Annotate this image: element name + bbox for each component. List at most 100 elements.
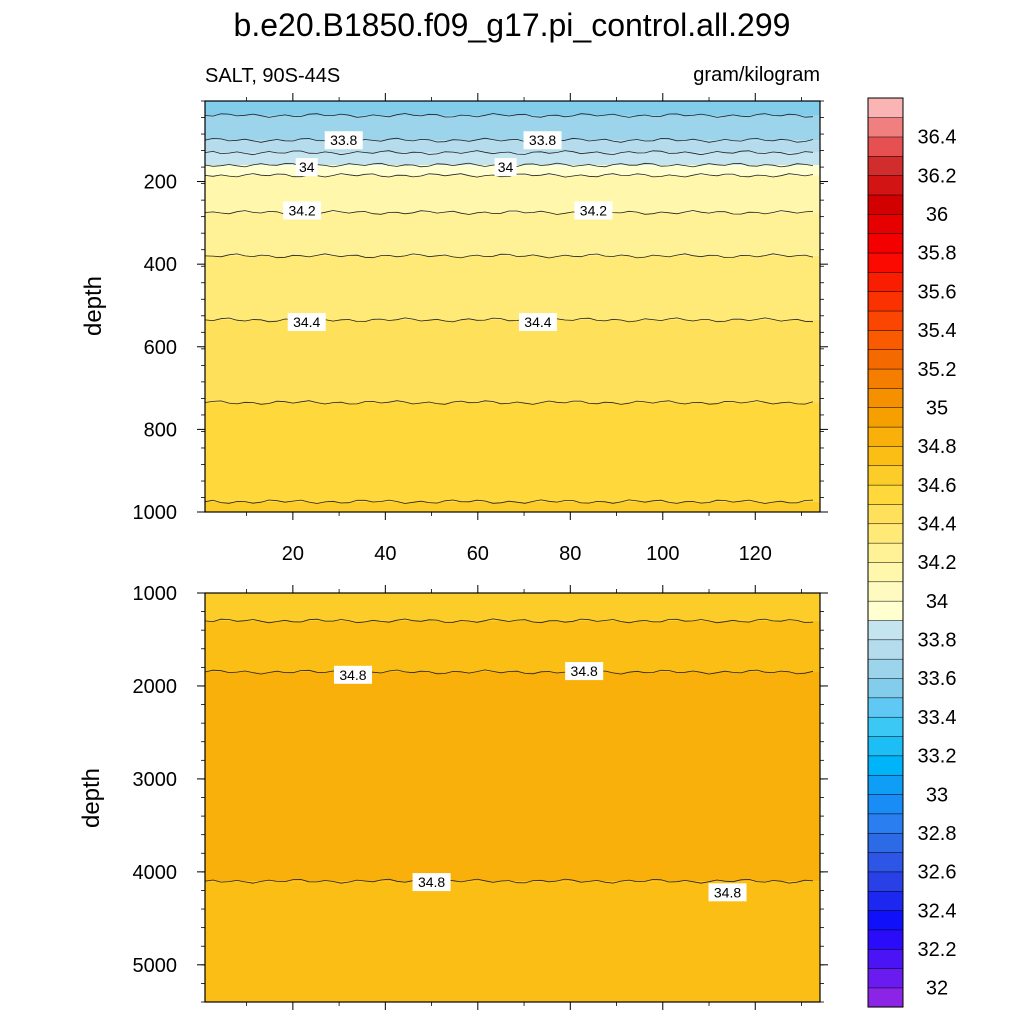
contour-label-bg <box>708 883 747 902</box>
colorbar-swatch <box>867 291 904 312</box>
colorbar-swatch <box>867 175 904 196</box>
colorbar-swatch <box>867 910 904 931</box>
contour-label-bg <box>565 662 604 681</box>
y-tick-label: 5000 <box>133 955 178 977</box>
contour-line <box>204 113 814 118</box>
colorbar-swatch <box>867 97 904 118</box>
colorbar-swatch <box>867 852 904 873</box>
y-tick-label: 3000 <box>133 769 178 791</box>
colorbar-label: 36.4 <box>918 127 957 149</box>
contour-line <box>204 499 814 504</box>
colorbar-swatch <box>867 484 904 505</box>
contour-label-bg <box>523 131 562 150</box>
colorbar-label: 35.2 <box>918 359 957 381</box>
colorbar-label: 36 <box>926 204 948 226</box>
salinity-band <box>205 115 820 141</box>
y-tick-label: 2000 <box>133 676 178 698</box>
colorbar-swatch <box>867 987 904 1008</box>
contour-line <box>204 669 814 675</box>
y-tick-label: 200 <box>144 172 177 194</box>
plot-frame <box>204 100 821 513</box>
salinity-band <box>205 402 820 502</box>
x-tick-label: 40 <box>374 543 396 565</box>
contour-label-bg <box>333 665 372 684</box>
colorbar-label: 35 <box>926 397 948 419</box>
colorbar-swatch <box>867 136 904 157</box>
colorbar-swatch <box>867 677 904 699</box>
contour-label: 34.8 <box>714 884 741 900</box>
colorbar-label: 33.6 <box>918 668 957 690</box>
colorbar-label: 34.2 <box>918 552 957 574</box>
colorbar-swatch <box>867 735 904 757</box>
salinity-band <box>205 501 820 512</box>
contour-label: 34.2 <box>580 202 607 218</box>
colorbar-swatch <box>867 581 904 602</box>
colorbar-swatch <box>867 600 904 621</box>
colorbar-swatch <box>867 445 904 467</box>
colorbar-swatch <box>867 213 904 234</box>
colorbar-label: 35.4 <box>918 320 957 342</box>
colorbar-swatch <box>867 252 904 273</box>
contour-label-bg <box>518 312 557 331</box>
colorbar-swatch <box>867 329 904 350</box>
colorbar-swatch <box>867 523 904 544</box>
colorbar-swatch <box>867 503 904 525</box>
colorbar-label: 34 <box>926 591 948 613</box>
contour-label-bg <box>412 873 451 892</box>
contour-label: 34.8 <box>418 874 445 890</box>
colorbar-label: 34.4 <box>918 513 957 535</box>
x-tick-label: 60 <box>467 543 489 565</box>
colorbar-swatch <box>867 968 904 989</box>
contour-line <box>204 253 814 259</box>
colorbar-label: 36.2 <box>918 165 957 187</box>
colorbar-label: 32 <box>926 978 948 1000</box>
colorbar-swatch <box>867 349 904 370</box>
variable-label: SALT, 90S-44S <box>205 65 340 87</box>
colorbar-swatch <box>867 619 904 641</box>
colorbar-swatch <box>867 542 904 563</box>
colorbar-label: 32.4 <box>918 900 957 922</box>
y-tick-label: 800 <box>144 419 177 441</box>
colorbar-label: 33 <box>926 784 948 806</box>
contour-label-bg <box>287 312 326 331</box>
salinity-band <box>205 672 820 882</box>
colorbar-swatch <box>867 658 904 679</box>
y-tick-label: 1000 <box>133 583 178 605</box>
salinity-band <box>205 101 820 116</box>
contour-line <box>204 150 814 156</box>
colorbar-label: 34.8 <box>918 436 957 458</box>
colorbar-swatch <box>867 813 904 834</box>
colorbar-label: 34.6 <box>918 475 957 497</box>
contour-label-bg <box>574 201 613 220</box>
contour-label: 34.4 <box>524 314 551 330</box>
colorbar-swatch <box>867 639 904 660</box>
colorbar-frame <box>867 97 904 1008</box>
y-tick-label: 4000 <box>133 862 178 884</box>
colorbar-swatch <box>867 794 904 815</box>
colorbar-swatch <box>867 155 904 176</box>
contour-line <box>204 137 814 143</box>
contour-label: 34.2 <box>288 202 315 218</box>
colorbar-swatch <box>867 755 904 776</box>
colorbar-label: 32.2 <box>918 939 957 961</box>
contour-label-bg <box>324 131 363 150</box>
contour-label: 34.4 <box>293 314 320 330</box>
contour-line <box>204 618 814 624</box>
colorbar-swatch <box>867 929 904 950</box>
contour-line <box>204 400 814 405</box>
x-tick-label: 120 <box>739 543 772 565</box>
contour-label-bg <box>283 201 322 220</box>
upper-depth-panel: 33.8 33.8 34 34 34.2 34.2 34.4 34.4 20 40 60 80 100 1… <box>133 93 828 565</box>
contour-label: 34 <box>299 159 315 175</box>
contour-label: 34.8 <box>339 667 366 683</box>
y-tick-label: 400 <box>144 254 177 276</box>
contour-line <box>204 878 814 884</box>
lower-ylabel: depth <box>78 768 105 828</box>
x-tick-label: 100 <box>646 543 679 565</box>
colorbar-swatch <box>867 697 904 718</box>
x-tick-label: 80 <box>559 543 581 565</box>
units-label: gram/kilogram <box>693 64 820 86</box>
salinity-band <box>205 212 820 256</box>
colorbar-label: 32.6 <box>918 862 957 884</box>
